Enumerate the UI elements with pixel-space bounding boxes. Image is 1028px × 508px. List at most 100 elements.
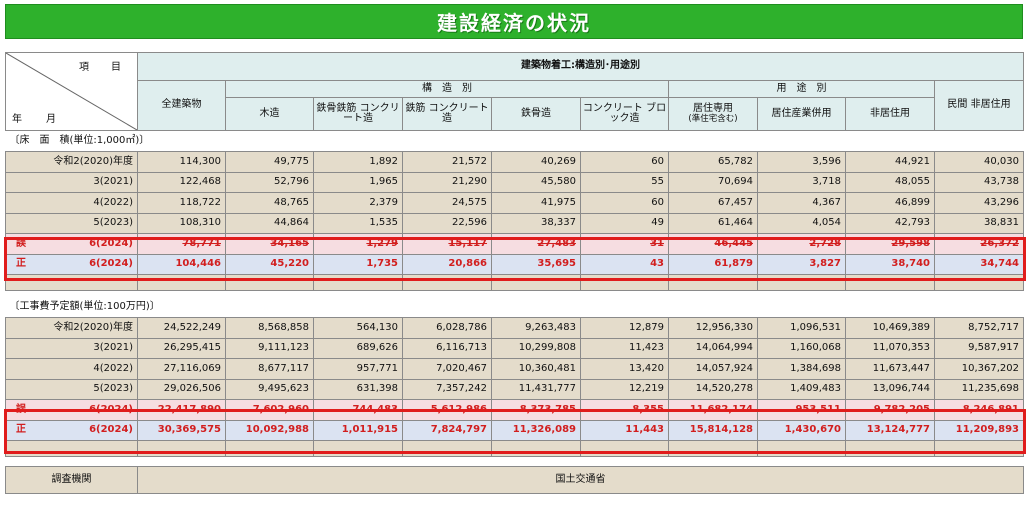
data-cell: 45,220 <box>225 253 314 275</box>
data-cell: 43,296 <box>934 192 1024 214</box>
data-cell: 9,782,205 <box>845 399 935 421</box>
data-cell: 22,596 <box>402 212 492 234</box>
data-cell: 8,752,717 <box>934 317 1024 339</box>
data-cell: 55 <box>580 171 669 193</box>
data-cell: 1,892 <box>313 151 403 173</box>
data-cell: 5,612,986 <box>402 399 492 421</box>
data-cell: 10,360,481 <box>491 358 581 380</box>
data-cell: 21,572 <box>402 151 492 173</box>
header-corner-cell: 項 目 年 月 <box>5 52 138 131</box>
private-nonres-header: 民間 非居住用 <box>934 80 1024 131</box>
data-cell: 1,965 <box>313 171 403 193</box>
data-cell: 9,263,483 <box>491 317 581 339</box>
all-buildings-header: 全建築物 <box>137 80 226 131</box>
empty-cell <box>225 440 314 457</box>
row-label-cell: 4(2022) <box>5 192 138 214</box>
data-cell: 689,626 <box>313 337 403 359</box>
row-label: 3(2021) <box>93 342 133 353</box>
data-cell: 48,765 <box>225 192 314 214</box>
rc-header: 鉄筋 コンクリート造 <box>402 97 492 131</box>
table-row: 誤 6(2024) 78,771 34,165 1,279 15,117 27,483 31 4… <box>5 233 1024 255</box>
data-cell: 6,116,713 <box>402 337 492 359</box>
data-cell: 26,372 <box>934 233 1024 255</box>
nonres-header: 非居住用 <box>845 97 935 131</box>
section-label: 〔工事費予定額(単位:100万円)〕 <box>5 296 1024 318</box>
data-cell: 8,355 <box>580 399 669 421</box>
data-cell: 31 <box>580 233 669 255</box>
empty-cell <box>491 440 581 457</box>
empty-cell <box>668 274 758 291</box>
data-cell: 9,111,123 <box>225 337 314 359</box>
data-cell: 26,295,415 <box>137 337 226 359</box>
row-label: 5(2023) <box>93 217 133 228</box>
row-label: 5(2023) <box>93 383 133 394</box>
data-cell: 953,511 <box>757 399 846 421</box>
data-cell: 9,495,623 <box>225 378 314 400</box>
data-cell: 104,446 <box>137 253 226 275</box>
row-label-cell: 誤 6(2024) <box>5 233 138 255</box>
data-cell: 957,771 <box>313 358 403 380</box>
data-cell: 38,337 <box>491 212 581 234</box>
error-mark: 誤 <box>16 237 26 249</box>
data-cell: 1,384,698 <box>757 358 846 380</box>
survey-row: 調査機関 国土交通省 <box>5 466 1024 494</box>
empty-cell <box>402 274 492 291</box>
data-cell: 8,246,891 <box>934 399 1024 421</box>
survey-value: 国土交通省 <box>137 466 1024 494</box>
res-ind-header: 居住産業併用 <box>757 97 846 131</box>
empty-cell <box>845 440 935 457</box>
filler-row <box>5 440 1024 457</box>
row-label-cell: 3(2021) <box>5 337 138 359</box>
statistics-table: 項 目 年 月 建築物着工:構造別･用途別 全建築物 構 造 別 用 途 別 民… <box>5 52 1024 494</box>
data-cell: 27,483 <box>491 233 581 255</box>
data-cell: 122,468 <box>137 171 226 193</box>
table-row: 正 6(2024) 104,446 45,220 1,735 20,866 35,695 43… <box>5 253 1024 275</box>
data-cell: 118,722 <box>137 192 226 214</box>
data-cell: 10,469,389 <box>845 317 935 339</box>
empty-cell <box>757 440 846 457</box>
data-cell: 65,782 <box>668 151 758 173</box>
data-cell: 49,775 <box>225 151 314 173</box>
year-month-header-label: 年 月 <box>12 113 63 125</box>
empty-cell <box>402 440 492 457</box>
data-cell: 13,420 <box>580 358 669 380</box>
residential-header-label: 居住専用 <box>693 103 733 115</box>
data-cell: 10,299,808 <box>491 337 581 359</box>
data-cell: 15,117 <box>402 233 492 255</box>
data-cell: 10,367,202 <box>934 358 1024 380</box>
data-cell: 11,235,698 <box>934 378 1024 400</box>
empty-cell <box>668 440 758 457</box>
empty-cell <box>313 274 403 291</box>
data-cell: 44,864 <box>225 212 314 234</box>
data-cell: 7,602,960 <box>225 399 314 421</box>
data-cell: 13,124,777 <box>845 419 935 441</box>
empty-cell <box>845 274 935 291</box>
data-cell: 564,130 <box>313 317 403 339</box>
data-cell: 12,219 <box>580 378 669 400</box>
residential-header: 居住専用 (準住宅含む) <box>668 97 758 131</box>
data-cell: 1,160,068 <box>757 337 846 359</box>
empty-cell <box>757 274 846 291</box>
filler-row <box>5 274 1024 291</box>
data-cell: 29,598 <box>845 233 935 255</box>
data-cell: 38,831 <box>934 212 1024 234</box>
row-label-cell: 令和2(2020)年度 <box>5 317 138 339</box>
top-group-header: 建築物着工:構造別･用途別 <box>137 52 1024 81</box>
empty-cell <box>137 274 226 291</box>
data-cell: 34,744 <box>934 253 1024 275</box>
data-cell: 1,409,483 <box>757 378 846 400</box>
data-cell: 6,028,786 <box>402 317 492 339</box>
data-cell: 49 <box>580 212 669 234</box>
row-label: 令和2(2020)年度 <box>53 321 133 333</box>
data-cell: 61,879 <box>668 253 758 275</box>
correct-mark: 正 <box>16 424 26 435</box>
data-cell: 8,373,785 <box>491 399 581 421</box>
data-cell: 1,535 <box>313 212 403 234</box>
empty-cell <box>313 440 403 457</box>
data-cell: 11,673,447 <box>845 358 935 380</box>
empty-cell <box>5 274 138 291</box>
row-label-cell: 正 6(2024) <box>5 419 138 441</box>
data-cell: 3,596 <box>757 151 846 173</box>
data-cell: 45,580 <box>491 171 581 193</box>
data-cell: 30,369,575 <box>137 419 226 441</box>
